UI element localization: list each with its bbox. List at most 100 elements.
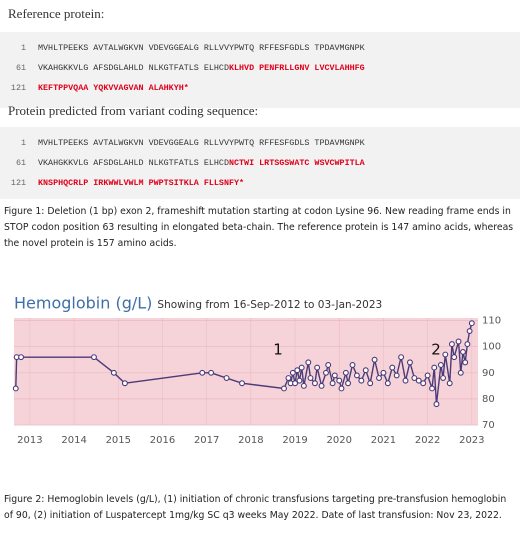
x-tick-label: 2015 <box>106 435 131 446</box>
point <box>384 380 391 387</box>
figure1-caption: Figure 1: Deletion (1 bp) exon 2, frames… <box>4 206 514 249</box>
sequence-line: 1 MVHLTPEEKS AVTALWGKVN VDEVGGEALG RLLVVY… <box>0 38 520 58</box>
point <box>121 380 128 387</box>
sequence-changed: KLHVD PENFRLLGNV LVCVLAHHFG <box>228 63 365 73</box>
point <box>323 369 329 376</box>
point <box>91 354 97 361</box>
point <box>239 380 245 387</box>
sequence-changed: KNSPHQCRLP IRKWWLVWLM PWPTSITKLA FLLSNFY… <box>38 178 245 188</box>
line-number: 121 <box>10 83 26 93</box>
point <box>442 351 449 358</box>
point <box>314 364 321 371</box>
point <box>349 362 356 368</box>
reference-sequence: 1 MVHLTPEEKS AVTALWGKVN VDEVGGEALG RLLVVY… <box>0 32 520 108</box>
line-number: 121 <box>10 178 26 188</box>
point <box>358 377 365 384</box>
point <box>431 364 438 371</box>
x-tick-label: 2022 <box>415 435 440 446</box>
point <box>389 364 396 371</box>
sequence-text: MVHLTPEEKS AVTALWGKVN VDEVGGEALG RLLVVYP… <box>38 138 365 148</box>
point <box>457 369 464 376</box>
point <box>223 375 230 381</box>
sequence-line: 61 VKAHGKKVLG AFSDGLAHLD NLKGTFATLS ELHCD… <box>0 58 520 78</box>
chart: Hemoglobin (g/L) Showing from 16-Sep-2012… <box>12 294 501 446</box>
point <box>451 354 458 361</box>
x-tick-label: 2016 <box>150 435 175 446</box>
point <box>464 341 471 348</box>
point <box>289 369 296 376</box>
point <box>296 377 303 384</box>
point <box>294 367 301 374</box>
sequence-line: 1 MVHLTPEEKS AVTALWGKVN VDEVGGEALG RLLVVY… <box>0 133 520 153</box>
point <box>18 354 25 361</box>
point <box>110 369 117 376</box>
x-tick-label: 2018 <box>238 435 263 446</box>
point <box>281 385 287 392</box>
point <box>338 385 345 392</box>
point <box>199 369 206 376</box>
x-tick-label: 2020 <box>327 435 352 446</box>
point <box>448 341 455 348</box>
point <box>411 375 418 381</box>
y-tick-label: 80 <box>482 394 495 405</box>
sequence-changed: KEFTPPVQAA YQKVVAGVAN ALAHKYH* <box>38 83 189 93</box>
point <box>329 380 336 387</box>
y-tick-label: 70 <box>482 420 495 431</box>
point <box>318 382 325 389</box>
y-tick-label: 100 <box>482 342 501 353</box>
point <box>440 375 447 381</box>
point <box>307 375 314 381</box>
point <box>424 372 431 379</box>
point <box>393 372 400 379</box>
point <box>429 385 435 392</box>
sequence-changed: NCTWI LRTSGSWATC WSVCWPITLA <box>228 158 365 168</box>
point <box>331 372 338 379</box>
point <box>466 328 473 334</box>
point <box>468 320 475 327</box>
point <box>420 380 427 387</box>
variant-label: Protein predicted from variant coding se… <box>8 103 259 118</box>
point <box>285 375 292 381</box>
point <box>371 356 378 363</box>
reference-label: Reference protein: <box>8 6 105 21</box>
point <box>342 369 349 376</box>
point <box>437 362 444 368</box>
point <box>433 401 440 408</box>
point <box>208 369 215 376</box>
point <box>362 367 369 374</box>
point <box>325 362 332 368</box>
point <box>336 377 343 384</box>
x-tick-label: 2021 <box>371 435 396 446</box>
sequence-line: 121 KNSPHQCRLP IRKWWLVWLM PWPTSITKLA FLLS… <box>0 173 520 193</box>
point <box>298 364 305 371</box>
annotation: 2 <box>431 341 441 359</box>
point <box>460 348 466 355</box>
chart-subtitle: Showing from 16-Sep-2012 to 03-Jan-2023 <box>157 299 382 311</box>
point <box>345 380 352 387</box>
line-number: 61 <box>15 158 26 168</box>
x-tick-label: 2013 <box>17 435 42 446</box>
x-tick-label: 2017 <box>194 435 219 446</box>
point <box>462 359 469 366</box>
plot-area <box>14 318 478 425</box>
point <box>353 372 360 379</box>
point <box>406 359 413 366</box>
point <box>380 369 387 376</box>
figure2-caption: Figure 2: Hemoglobin levels (g/L), (1) i… <box>4 494 507 521</box>
chart-title: Hemoglobin (g/L) <box>14 294 152 313</box>
line-number: 61 <box>15 63 26 73</box>
point <box>305 359 312 366</box>
y-tick-label: 110 <box>482 316 501 327</box>
point <box>415 377 422 384</box>
point <box>398 354 405 361</box>
sequence-text: VKAHGKKVLG AFSDGLAHLD NLKGTFATLS ELHCD <box>38 158 229 168</box>
point <box>402 377 409 384</box>
x-tick-label: 2014 <box>61 435 86 446</box>
point <box>311 380 318 387</box>
line-number: 1 <box>20 138 26 148</box>
sequence-line: 121 KEFTPPVQAA YQKVVAGVAN ALAHKYH* <box>0 78 520 98</box>
sequence-line: 61 VKAHGKKVLG AFSDGLAHLD NLKGTFATLS ELHCD… <box>0 153 520 173</box>
sequence-text: MVHLTPEEKS AVTALWGKVN VDEVGGEALG RLLVVYP… <box>38 43 365 53</box>
x-tick-label: 2019 <box>282 435 307 446</box>
